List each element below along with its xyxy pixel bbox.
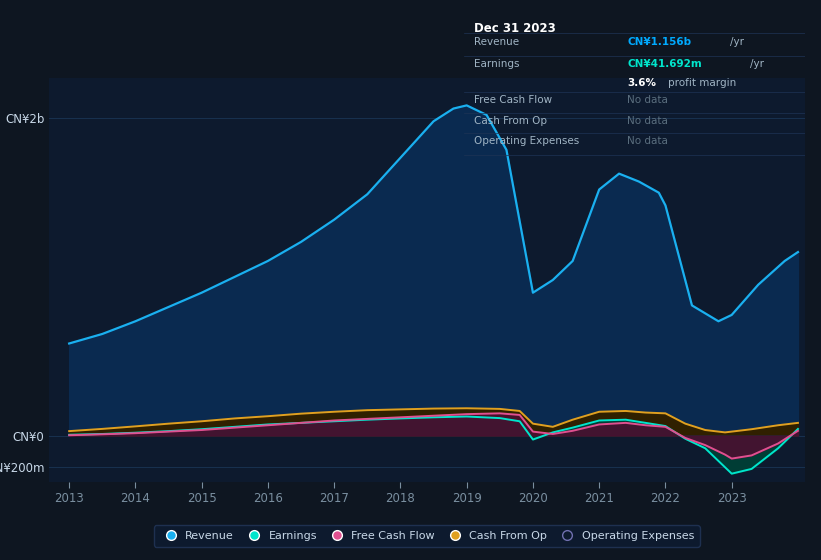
Text: No data: No data bbox=[627, 137, 668, 146]
Text: No data: No data bbox=[627, 116, 668, 126]
Text: /yr: /yr bbox=[730, 36, 744, 46]
Text: No data: No data bbox=[627, 95, 668, 105]
Text: Operating Expenses: Operating Expenses bbox=[474, 137, 580, 146]
Text: CN¥1.156b: CN¥1.156b bbox=[627, 36, 691, 46]
Text: Free Cash Flow: Free Cash Flow bbox=[474, 95, 553, 105]
Text: Earnings: Earnings bbox=[474, 59, 520, 69]
Text: /yr: /yr bbox=[750, 59, 764, 69]
Text: Dec 31 2023: Dec 31 2023 bbox=[474, 22, 556, 35]
Text: CN¥41.692m: CN¥41.692m bbox=[627, 59, 702, 69]
Text: Cash From Op: Cash From Op bbox=[474, 116, 547, 126]
Text: profit margin: profit margin bbox=[668, 78, 736, 88]
Legend: Revenue, Earnings, Free Cash Flow, Cash From Op, Operating Expenses: Revenue, Earnings, Free Cash Flow, Cash … bbox=[154, 525, 699, 547]
Text: Revenue: Revenue bbox=[474, 36, 519, 46]
Text: 3.6%: 3.6% bbox=[627, 78, 657, 88]
